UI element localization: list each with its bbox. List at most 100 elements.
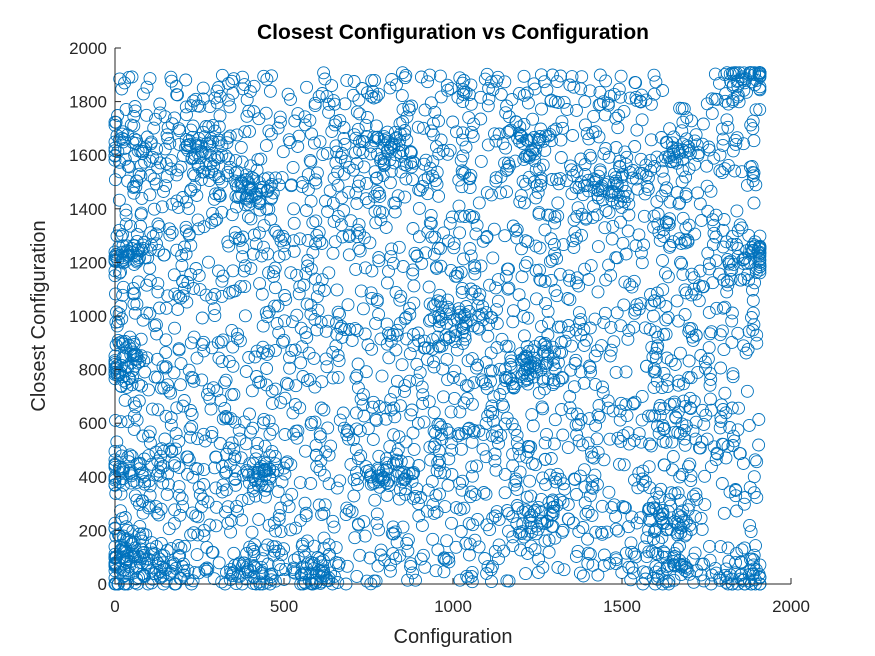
scatter-point: [317, 403, 331, 417]
scatter-point: [359, 261, 372, 275]
scatter-point: [528, 147, 542, 161]
scatter-point: [224, 525, 238, 539]
scatter-point: [729, 133, 743, 147]
scatter-point: [349, 406, 363, 420]
scatter-point: [752, 413, 766, 426]
scatter-point: [703, 327, 717, 341]
scatter-point: [366, 433, 380, 446]
scatter-point: [528, 82, 542, 96]
scatter-point: [648, 524, 662, 538]
scatter-point: [179, 224, 193, 238]
scatter-point: [398, 124, 412, 137]
scatter-point: [385, 527, 399, 540]
scatter-point: [659, 313, 673, 327]
scatter-point: [372, 87, 386, 101]
scatter-point: [572, 306, 586, 320]
scatter-point: [726, 367, 740, 381]
scatter-point: [278, 467, 292, 481]
scatter-point: [566, 129, 580, 142]
scatter-point: [250, 444, 264, 458]
scatter-point: [721, 120, 735, 134]
scatter-point: [702, 306, 716, 319]
scatter-point: [296, 370, 310, 383]
scatter-point: [506, 459, 520, 473]
scatter-point: [412, 509, 426, 523]
scatter-point: [269, 382, 282, 396]
x-tick-label: 500: [270, 597, 298, 616]
scatter-point: [304, 418, 318, 432]
scatter-point: [591, 240, 605, 254]
scatter-point: [413, 366, 427, 380]
scatter-point: [149, 500, 163, 514]
scatter-point: [689, 328, 703, 342]
scatter-point: [126, 349, 140, 363]
scatter-point: [465, 460, 479, 474]
scatter-point: [746, 174, 760, 188]
scatter-point: [579, 507, 593, 521]
scatter-point: [640, 566, 654, 580]
scatter-point: [626, 566, 640, 580]
scatter-point: [478, 72, 492, 86]
scatter-point: [532, 386, 546, 400]
scatter-point: [586, 481, 600, 495]
scatter-point: [485, 399, 499, 413]
scatter-point: [428, 105, 442, 119]
scatter-point: [409, 489, 423, 503]
scatter-point: [208, 288, 222, 301]
scatter-point: [176, 289, 190, 303]
scatter-point: [644, 298, 658, 312]
scatter-point: [454, 311, 468, 325]
scatter-point: [216, 269, 230, 283]
scatter-point: [365, 342, 379, 356]
scatter-point: [614, 194, 627, 208]
scatter-point: [130, 174, 143, 188]
scatter-point: [172, 122, 186, 136]
scatter-point: [753, 263, 767, 277]
scatter-point: [159, 563, 173, 576]
scatter-point: [249, 472, 263, 486]
scatter-point: [687, 489, 700, 503]
scatter-point: [457, 309, 471, 323]
scatter-point: [502, 340, 516, 354]
scatter-point: [111, 333, 125, 347]
scatter-point: [688, 157, 702, 171]
scatter-point: [257, 412, 271, 426]
scatter-point: [562, 269, 576, 283]
scatter-point: [351, 517, 365, 531]
scatter-point: [116, 462, 130, 476]
scatter-point: [693, 441, 707, 455]
scatter-point: [226, 359, 240, 373]
scatter-point: [742, 324, 756, 338]
scatter-point: [399, 435, 413, 449]
scatter-point: [650, 286, 664, 300]
scatter-point: [544, 93, 558, 107]
scatter-point: [685, 114, 698, 128]
scatter-point: [433, 242, 447, 255]
scatter-point: [392, 240, 406, 254]
scatter-point: [467, 117, 481, 131]
scatter-point: [169, 562, 183, 575]
scatter-point: [614, 319, 628, 333]
scatter-point: [192, 566, 206, 580]
scatter-point: [282, 500, 296, 514]
scatter-point: [451, 90, 465, 104]
scatter-point: [308, 173, 322, 187]
scatter-point: [351, 381, 365, 395]
scatter-point: [398, 379, 412, 393]
scatter-point: [607, 176, 621, 190]
scatter-point: [163, 228, 177, 242]
scatter-point: [350, 156, 364, 170]
scatter-point: [557, 563, 571, 577]
scatter-point: [134, 159, 148, 172]
scatter-point: [329, 339, 343, 353]
scatter-point: [714, 361, 728, 375]
scatter-point: [573, 566, 587, 580]
scatter-point: [652, 295, 666, 309]
scatter-point: [431, 543, 445, 557]
scatter-point: [226, 264, 240, 278]
scatter-point: [168, 321, 182, 335]
scatter-point: [322, 448, 336, 462]
scatter-point: [167, 268, 181, 282]
scatter-point: [206, 206, 220, 220]
scatter-point: [546, 68, 559, 82]
